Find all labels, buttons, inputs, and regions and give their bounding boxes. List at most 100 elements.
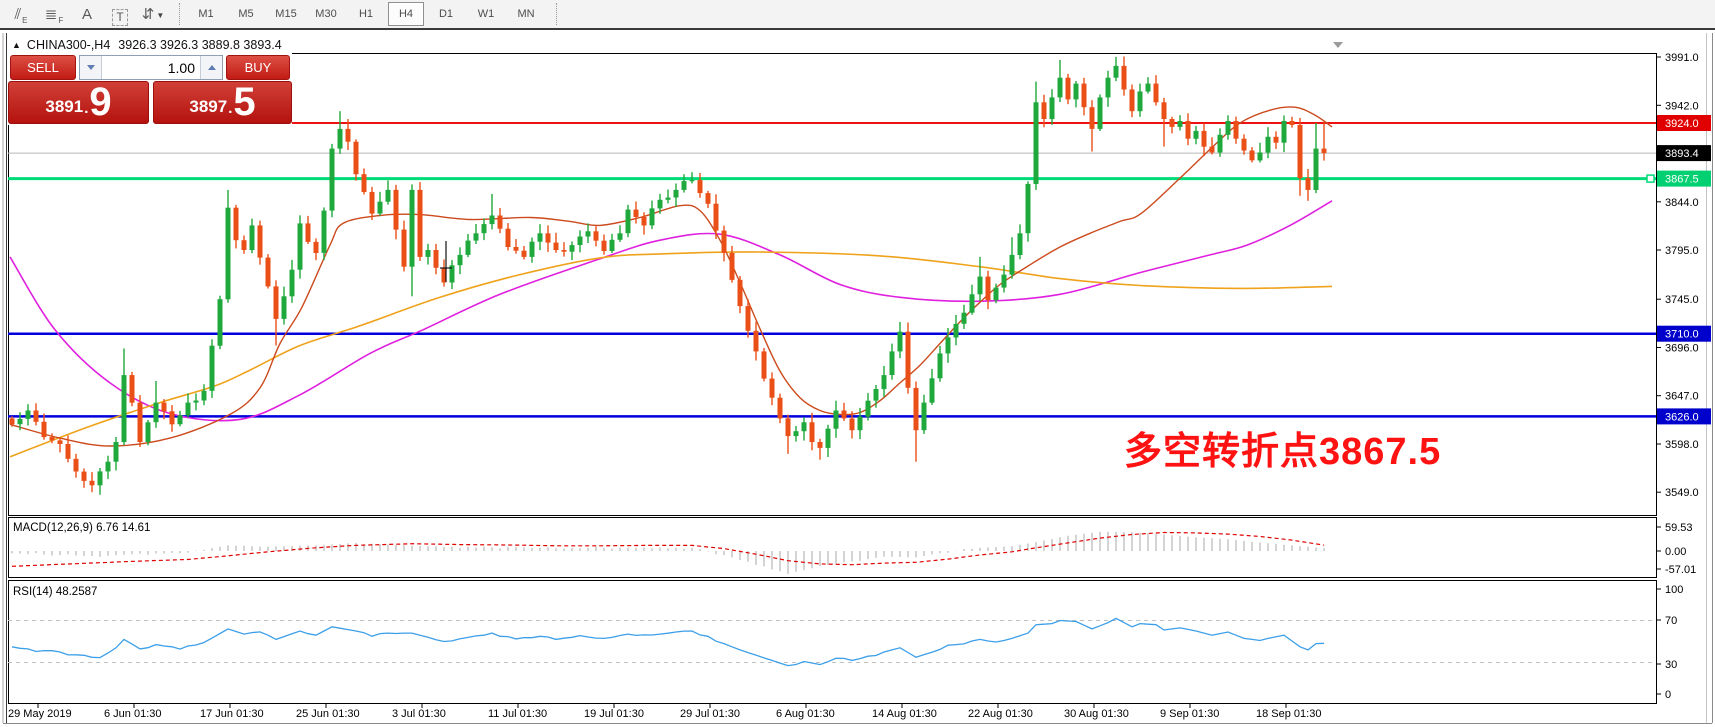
- rsi-label: RSI(14) 48.2587: [13, 586, 97, 598]
- price-badge: 3924.0: [1665, 118, 1699, 130]
- sell-price-dot: .: [84, 100, 89, 117]
- rsi-tick-label: 0: [1665, 689, 1671, 701]
- chart-title: ▲ CHINA300-,H4 3926.3 3926.3 3889.8 3893…: [12, 37, 282, 52]
- window-frame: [2, 33, 1713, 724]
- buy-price-fraction: 5: [233, 80, 256, 124]
- chevron-down-icon: [86, 65, 95, 70]
- buy-price-dot: .: [228, 100, 233, 117]
- ohlc-values: 3926.3 3926.3 3889.8 3893.4: [118, 37, 282, 52]
- fibonacci-retracement-tool[interactable]: ≣ F: [39, 2, 69, 26]
- text-tool-icon: A: [81, 6, 92, 23]
- symbol-timeframe-label: CHINA300-,H4: [26, 37, 111, 52]
- toolbar: ⫽ E ≣ F A T ⇵ ▼ M1 M5 M15 M30 H1 H4 D1 W1 MN: [0, 0, 1715, 30]
- time-axis-label: 9 Sep 01:30: [1160, 708, 1219, 720]
- rsi-line: [11, 617, 1325, 667]
- horizontal-levels: [8, 122, 1656, 418]
- time-axis-label: 11 Jul 01:30: [488, 708, 547, 720]
- rsi-tick-label: 30: [1665, 659, 1677, 671]
- price-tick-label: 3745.0: [1665, 294, 1699, 306]
- buy-price-int: 3897: [189, 97, 228, 116]
- toolbar-separator: [556, 3, 557, 25]
- ma-mid-line: [9, 251, 1333, 458]
- volume-increase-button[interactable]: [200, 56, 222, 79]
- price-tick-label: 3795.0: [1665, 245, 1699, 257]
- ma-fast-line: [9, 106, 1333, 447]
- candlestick-series: [9, 56, 1327, 495]
- price-badge: 3893.4: [1665, 148, 1699, 160]
- price-tick-label: 3844.0: [1665, 197, 1699, 209]
- sell-price-int: 3891: [45, 97, 84, 116]
- macd-tick-label: 0.00: [1665, 546, 1686, 558]
- price-badge: 3710.0: [1665, 329, 1699, 341]
- buy-button[interactable]: BUY: [226, 55, 290, 80]
- timeframe-button-h1[interactable]: H1: [358, 8, 374, 20]
- price-tick-label: 3598.0: [1665, 439, 1699, 451]
- time-axis-label: 29 May 2019: [8, 708, 72, 720]
- timeframe-button-mn[interactable]: MN: [517, 8, 535, 20]
- equidistant-channel-tool[interactable]: ⫽ E: [6, 2, 36, 26]
- chevron-down-icon: ▼: [156, 11, 165, 20]
- timeframe-button-m1[interactable]: M1: [198, 8, 214, 20]
- macd-signal-line: [11, 531, 1325, 567]
- time-axis-label: 17 Jun 01:30: [200, 708, 264, 720]
- one-click-trading-panel: SELL BUY 3891.9 3897.5: [8, 53, 292, 125]
- text-tool[interactable]: A: [72, 2, 102, 26]
- macd-tick-label: 59.53: [1665, 522, 1693, 534]
- line-handle[interactable]: [1646, 174, 1655, 183]
- time-axis-label: 6 Aug 01:30: [776, 708, 835, 720]
- tool-sub-label: F: [58, 16, 64, 25]
- text-label-tool[interactable]: T: [105, 2, 135, 26]
- time-axis-label: 19 Jul 01:30: [584, 708, 644, 720]
- fibonacci-retracement-tool-icon: ≣: [44, 6, 58, 23]
- buy-price-panel[interactable]: 3897. 5: [153, 81, 292, 124]
- time-axis-label: 29 Jul 01:30: [680, 708, 740, 720]
- rsi-tick-label: 70: [1665, 615, 1677, 627]
- sell-price-fraction: 9: [89, 80, 112, 124]
- chevron-up-icon: [207, 65, 216, 70]
- timeframe-button-m30[interactable]: M30: [315, 8, 337, 20]
- price-tick-label: 3942.0: [1665, 100, 1699, 112]
- volume-input[interactable]: [102, 56, 200, 79]
- price-axis: 3991.0 3942.0 3844.0 3795.0 3745.0 3696.0 3647…: [1656, 52, 1711, 701]
- price-tick-label: 3991.0: [1665, 52, 1699, 64]
- time-axis-label: 30 Aug 01:30: [1064, 708, 1129, 720]
- ma-slow-line: [9, 200, 1333, 422]
- toolbar-separator: [179, 3, 180, 25]
- collapse-icon[interactable]: ▲: [12, 39, 21, 50]
- tool-sub-label: E: [22, 16, 28, 25]
- pivot-annotation-text: 多空转折点3867.5: [1124, 431, 1442, 473]
- price-tick-label: 3549.0: [1665, 487, 1699, 499]
- timeframe-button-w1[interactable]: W1: [477, 8, 495, 20]
- price-tick-label: 3647.0: [1665, 391, 1699, 403]
- time-axis-label: 22 Aug 01:30: [968, 708, 1033, 720]
- price-tick-label: 3696.0: [1665, 343, 1699, 355]
- sell-button[interactable]: SELL: [10, 55, 76, 80]
- timeframe-button-m15[interactable]: M15: [275, 8, 297, 20]
- plot-borders: [8, 53, 1657, 704]
- time-axis-label: 6 Jun 01:30: [104, 708, 162, 720]
- price-badge: 3626.0: [1665, 411, 1699, 423]
- chart-objects[interactable]: [440, 42, 1343, 282]
- timeframe-button-d1[interactable]: D1: [438, 8, 454, 20]
- chart-shift-marker: [1333, 42, 1343, 48]
- macd-tick-label: -57.01: [1665, 564, 1696, 576]
- time-axis-label: 3 Jul 01:30: [392, 708, 446, 720]
- timeframe-button-h4[interactable]: H4: [388, 2, 424, 26]
- time-axis-label: 18 Sep 01:30: [1256, 708, 1321, 720]
- text-label-tool-icon: T: [112, 9, 128, 26]
- volume-spinner: [79, 55, 223, 80]
- timeframe-button-m5[interactable]: M5: [238, 8, 254, 20]
- price-badge: 3867.5: [1665, 174, 1699, 186]
- rsi-tick-label: 100: [1665, 584, 1683, 596]
- macd-label: MACD(12,26,9) 6.76 14.61: [13, 522, 150, 534]
- arrows-tool-icon: ⇵: [141, 6, 155, 23]
- time-axis-label: 25 Jun 01:30: [296, 708, 360, 720]
- volume-decrease-button[interactable]: [80, 56, 102, 79]
- time-axis-label: 14 Aug 01:30: [872, 708, 937, 720]
- arrows-tool[interactable]: ⇵ ▼: [138, 2, 168, 26]
- sell-price-panel[interactable]: 3891. 9: [8, 81, 149, 124]
- time-axis: 29 May 2019 6 Jun 01:30 17 Jun 01:30 25 Jun…: [8, 703, 1321, 720]
- macd-histogram: [11, 531, 1325, 574]
